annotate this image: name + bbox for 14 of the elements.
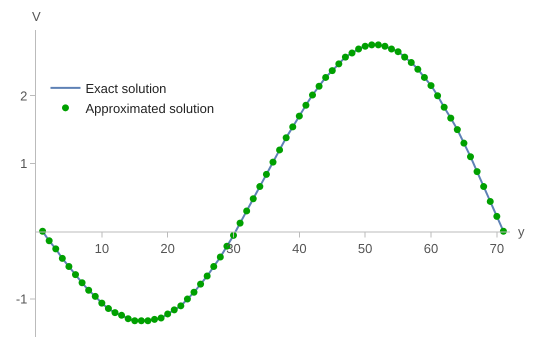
x-tick-label: 50 [358,240,372,256]
x-axis-title: y [518,224,525,239]
x-tick-label: 60 [424,240,438,256]
x-tick-label: 20 [160,240,175,256]
y-tick-label: -1 [16,292,28,307]
x-tick-label: 40 [292,240,307,256]
y-tick-label: 2 [20,88,28,104]
x-tick-label: 70 [490,240,504,256]
y-tick-label: 1 [20,156,28,172]
legend-label: Approximated solution [85,100,214,116]
y-axis-title: V [32,9,41,24]
x-tick-label: 30 [226,240,241,256]
x-tick-label: 10 [94,240,110,256]
legend-label: Exact solution [85,81,166,96]
